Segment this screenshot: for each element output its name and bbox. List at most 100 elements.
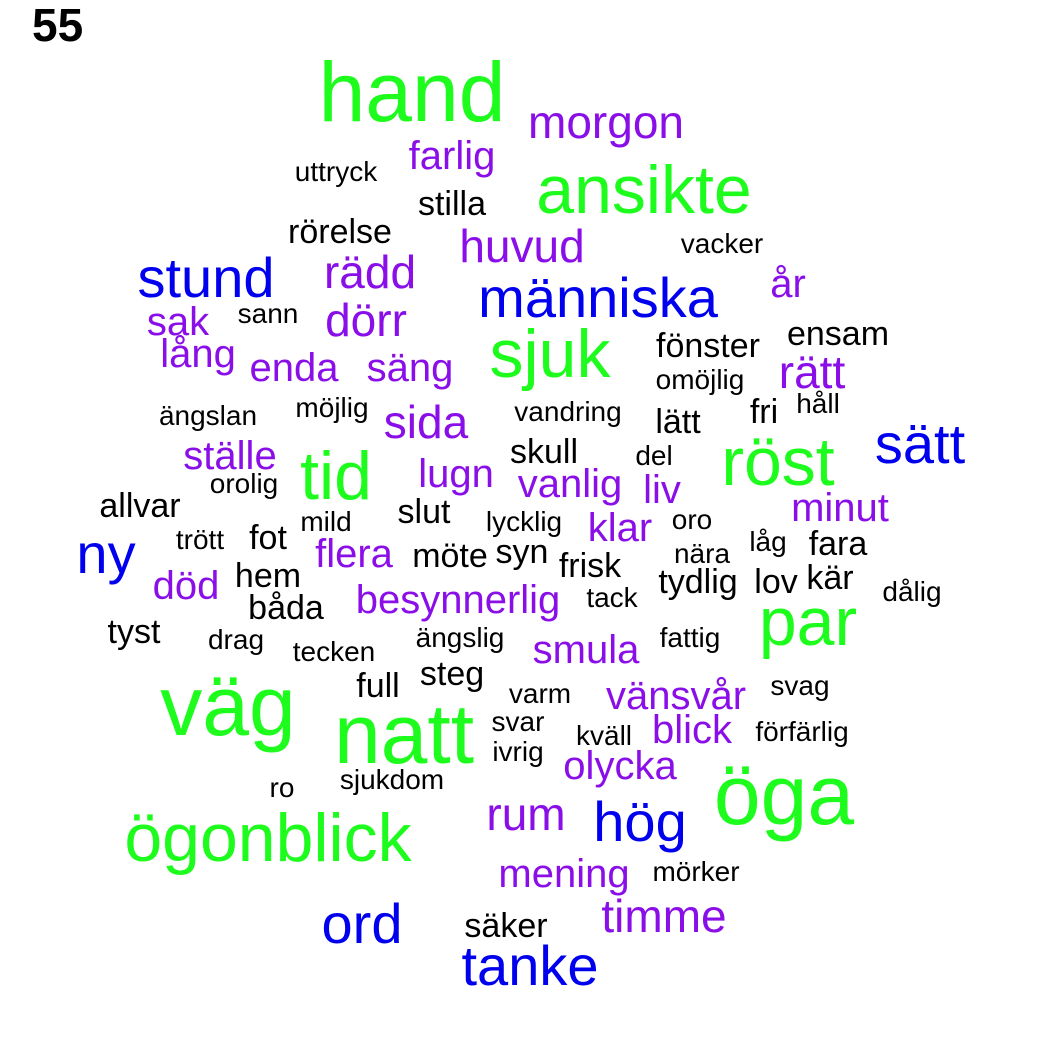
word: lugn [418, 452, 494, 496]
word: tyst [107, 613, 161, 651]
word: oro [671, 504, 713, 535]
word: sann [237, 298, 299, 329]
word: trött [175, 524, 225, 555]
word: par [758, 584, 858, 660]
word: sjukdom [339, 764, 445, 795]
word: tanke [461, 934, 599, 997]
word: nära [673, 538, 731, 569]
word: år [770, 262, 806, 306]
word: omöjlig [655, 364, 745, 395]
word: stund [137, 246, 275, 309]
word: del [635, 440, 673, 471]
word: ängslig [415, 622, 505, 653]
word: kväll [575, 720, 633, 751]
word: vandring [514, 396, 622, 427]
word: huvud [459, 220, 585, 272]
word: varm [508, 678, 572, 709]
word: möjlig [295, 392, 369, 423]
word: olycka [563, 744, 677, 788]
word: ansikte [536, 152, 752, 228]
word: mening [498, 852, 630, 896]
word: svag [770, 670, 830, 701]
word: möte [412, 537, 488, 575]
word: liv [643, 468, 681, 512]
word: kär [806, 559, 854, 597]
word: slut [397, 493, 451, 531]
word: flera [315, 532, 393, 576]
word: blick [651, 708, 733, 752]
word: frisk [558, 547, 622, 585]
word: stilla [417, 185, 487, 223]
word: minut [791, 486, 889, 530]
word: syn [495, 533, 549, 571]
word: vänsvår [605, 674, 747, 718]
word: säng [366, 346, 454, 390]
word: ny [76, 522, 136, 585]
word: väg [160, 659, 296, 753]
word: rätt [778, 346, 846, 398]
word: röst [721, 424, 835, 500]
word: uttryck [294, 156, 378, 187]
word: sida [383, 396, 469, 448]
word: ställe [183, 434, 277, 478]
word: steg [419, 655, 485, 693]
word: morgon [528, 96, 684, 148]
word: dålig [882, 576, 942, 607]
word: drag [207, 624, 265, 655]
word: ensam [786, 315, 890, 353]
word: ord [321, 892, 403, 955]
word: ro [269, 772, 295, 803]
word: ängslan [158, 400, 258, 431]
word: rörelse [288, 213, 392, 251]
word: förfärlig [755, 716, 849, 747]
word: rädd [323, 246, 417, 298]
word: säker [464, 907, 548, 945]
word: smula [532, 628, 640, 672]
page-number: 55 [32, 0, 84, 51]
word: vanlig [517, 462, 623, 506]
word: enda [249, 346, 339, 390]
word: sätt [874, 412, 966, 475]
word: tack [586, 582, 638, 613]
word: hand [318, 45, 506, 139]
word: klar [587, 506, 653, 550]
word: sak [146, 300, 210, 344]
word: ögonblick [124, 800, 412, 876]
word: lätt [655, 403, 701, 441]
word: hem [234, 557, 302, 595]
word: fri [749, 393, 779, 431]
word: håll [796, 388, 840, 419]
word: farlig [408, 134, 496, 178]
word: öga [713, 748, 855, 842]
word: fot [249, 519, 287, 557]
word: båda [248, 589, 324, 627]
word: rum [486, 788, 566, 840]
word: låg [749, 526, 787, 557]
word: ivrig [492, 736, 544, 767]
word: tid [300, 438, 372, 514]
word: sjuk [489, 316, 611, 392]
word: lycklig [485, 506, 563, 537]
word: fönster [656, 327, 760, 365]
word: fattig [659, 622, 721, 653]
word: mild [300, 506, 352, 537]
word: mörker [652, 856, 740, 887]
word: vacker [680, 228, 764, 259]
word: natt [333, 687, 475, 781]
word: hög [593, 790, 687, 853]
word: orolig [209, 468, 279, 499]
word: allvar [99, 487, 181, 525]
word: svar [491, 706, 545, 737]
word: timme [601, 890, 727, 942]
word: skull [509, 433, 579, 471]
word: besynnerlig [355, 578, 561, 622]
word: lov [754, 563, 798, 601]
word: människa [478, 266, 718, 329]
word: fara [808, 525, 868, 563]
word: full [356, 667, 400, 705]
word: tydlig [658, 563, 738, 601]
word: lång [160, 332, 236, 376]
word: död [152, 564, 220, 608]
word: tecken [292, 636, 376, 667]
